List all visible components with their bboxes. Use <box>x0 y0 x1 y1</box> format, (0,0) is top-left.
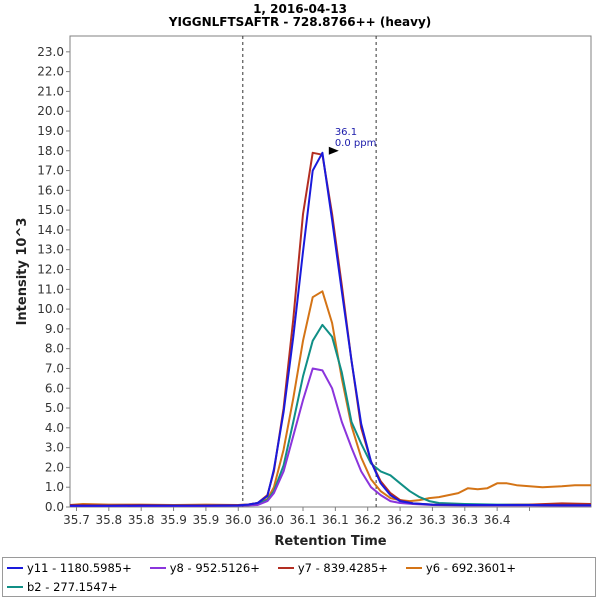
x-axis-label: Retention Time <box>274 534 386 549</box>
legend-item: y6 - 692.3601+ <box>405 561 517 575</box>
x-tick-label: 36.1 <box>290 513 317 527</box>
plot-frame <box>69 35 592 508</box>
y-tick-label: 16.0 <box>37 183 64 197</box>
legend-swatch <box>405 567 422 569</box>
y-tick-label: 14.0 <box>37 223 64 237</box>
y-tick-label: 21.0 <box>37 84 64 98</box>
legend: y11 - 1180.5985+ y8 - 952.5126+ y7 - 839.4… <box>2 557 596 597</box>
x-tick-label: 36.4 <box>484 513 511 527</box>
y-tick-label: 22.0 <box>37 65 64 79</box>
y-tick-label: 3.0 <box>45 441 64 455</box>
legend-label: y8 - 952.5126+ <box>169 561 260 575</box>
y-tick-label: 15.0 <box>37 203 64 217</box>
y-tick-label: 11.0 <box>37 282 64 296</box>
legend-item: y11 - 1180.5985+ <box>7 561 132 575</box>
x-tick-label: 36.0 <box>257 513 284 527</box>
chart-subtitle: YIGGNLFTSAFTR - 728.8766++ (heavy) <box>168 15 432 29</box>
legend-label: y11 - 1180.5985+ <box>27 561 132 575</box>
y-tick-label: 12.0 <box>37 263 64 277</box>
y-tick-label: 7.0 <box>45 361 64 375</box>
peak-label-rt: 36.1 <box>335 127 357 138</box>
y-tick-label: 18.0 <box>37 144 64 158</box>
legend-label: y6 - 692.3601+ <box>425 561 517 575</box>
legend-swatch <box>149 567 166 569</box>
y-tick-label: 17.0 <box>37 164 64 178</box>
x-tick-label: 36.0 <box>225 513 252 527</box>
legend-item: b2 - 277.1547+ <box>7 580 118 594</box>
x-tick-label: 36.1 <box>322 513 349 527</box>
y-tick-label: 0.0 <box>45 500 64 514</box>
legend-item: y8 - 952.5126+ <box>149 561 260 575</box>
y-tick-label: 8.0 <box>45 342 64 356</box>
x-tick-label: 35.8 <box>95 513 122 527</box>
y-tick-label: 9.0 <box>45 322 64 336</box>
x-tick-label: 36.2 <box>354 513 381 527</box>
legend-swatch <box>7 586 23 588</box>
y-tick-label: 20.0 <box>37 104 64 118</box>
legend-item: y7 - 839.4285+ <box>277 561 388 575</box>
x-tick-label: 36.3 <box>419 513 446 527</box>
peak-marker-icon <box>328 146 339 155</box>
x-tick-label: 36.3 <box>451 513 478 527</box>
legend-row: y11 - 1180.5985+ y8 - 952.5126+ y7 - 839.4… <box>3 559 530 577</box>
y-tick-label: 19.0 <box>37 124 64 138</box>
y-tick-label: 5.0 <box>45 401 64 415</box>
y-tick-label: 13.0 <box>37 243 64 257</box>
y-tick-label: 6.0 <box>45 381 64 395</box>
x-tick-label: 35.9 <box>160 513 187 527</box>
legend-swatch <box>7 567 23 569</box>
legend-row: b2 - 277.1547+ <box>3 578 132 596</box>
series-line <box>70 151 591 507</box>
legend-swatch <box>277 567 294 569</box>
legend-label: y7 - 839.4285+ <box>297 561 388 575</box>
x-tick-label: 35.8 <box>128 513 155 527</box>
x-tick-label: 35.9 <box>193 513 220 527</box>
y-axis-label: Intensity 10^3 <box>15 218 30 326</box>
plot-area: 0.0 1.0 2.0 3.0 4.0 5.0 6.0 7.0 8.0 9.0 10.0 11.0 12… <box>15 35 592 549</box>
y-tick-label: 2.0 <box>45 460 64 474</box>
y-tick-label: 10.0 <box>37 302 64 316</box>
y-tick-label: 4.0 <box>45 421 64 435</box>
y-tick-label: 23.0 <box>37 45 64 59</box>
chart-title: 1, 2016-04-13 <box>253 2 347 16</box>
legend-label: b2 - 277.1547+ <box>27 580 118 594</box>
x-tick-label: 35.7 <box>63 513 90 527</box>
peak-label-ppm: 0.0 ppm <box>335 138 377 149</box>
y-tick-label: 1.0 <box>45 480 64 494</box>
x-tick-label: 36.2 <box>387 513 414 527</box>
